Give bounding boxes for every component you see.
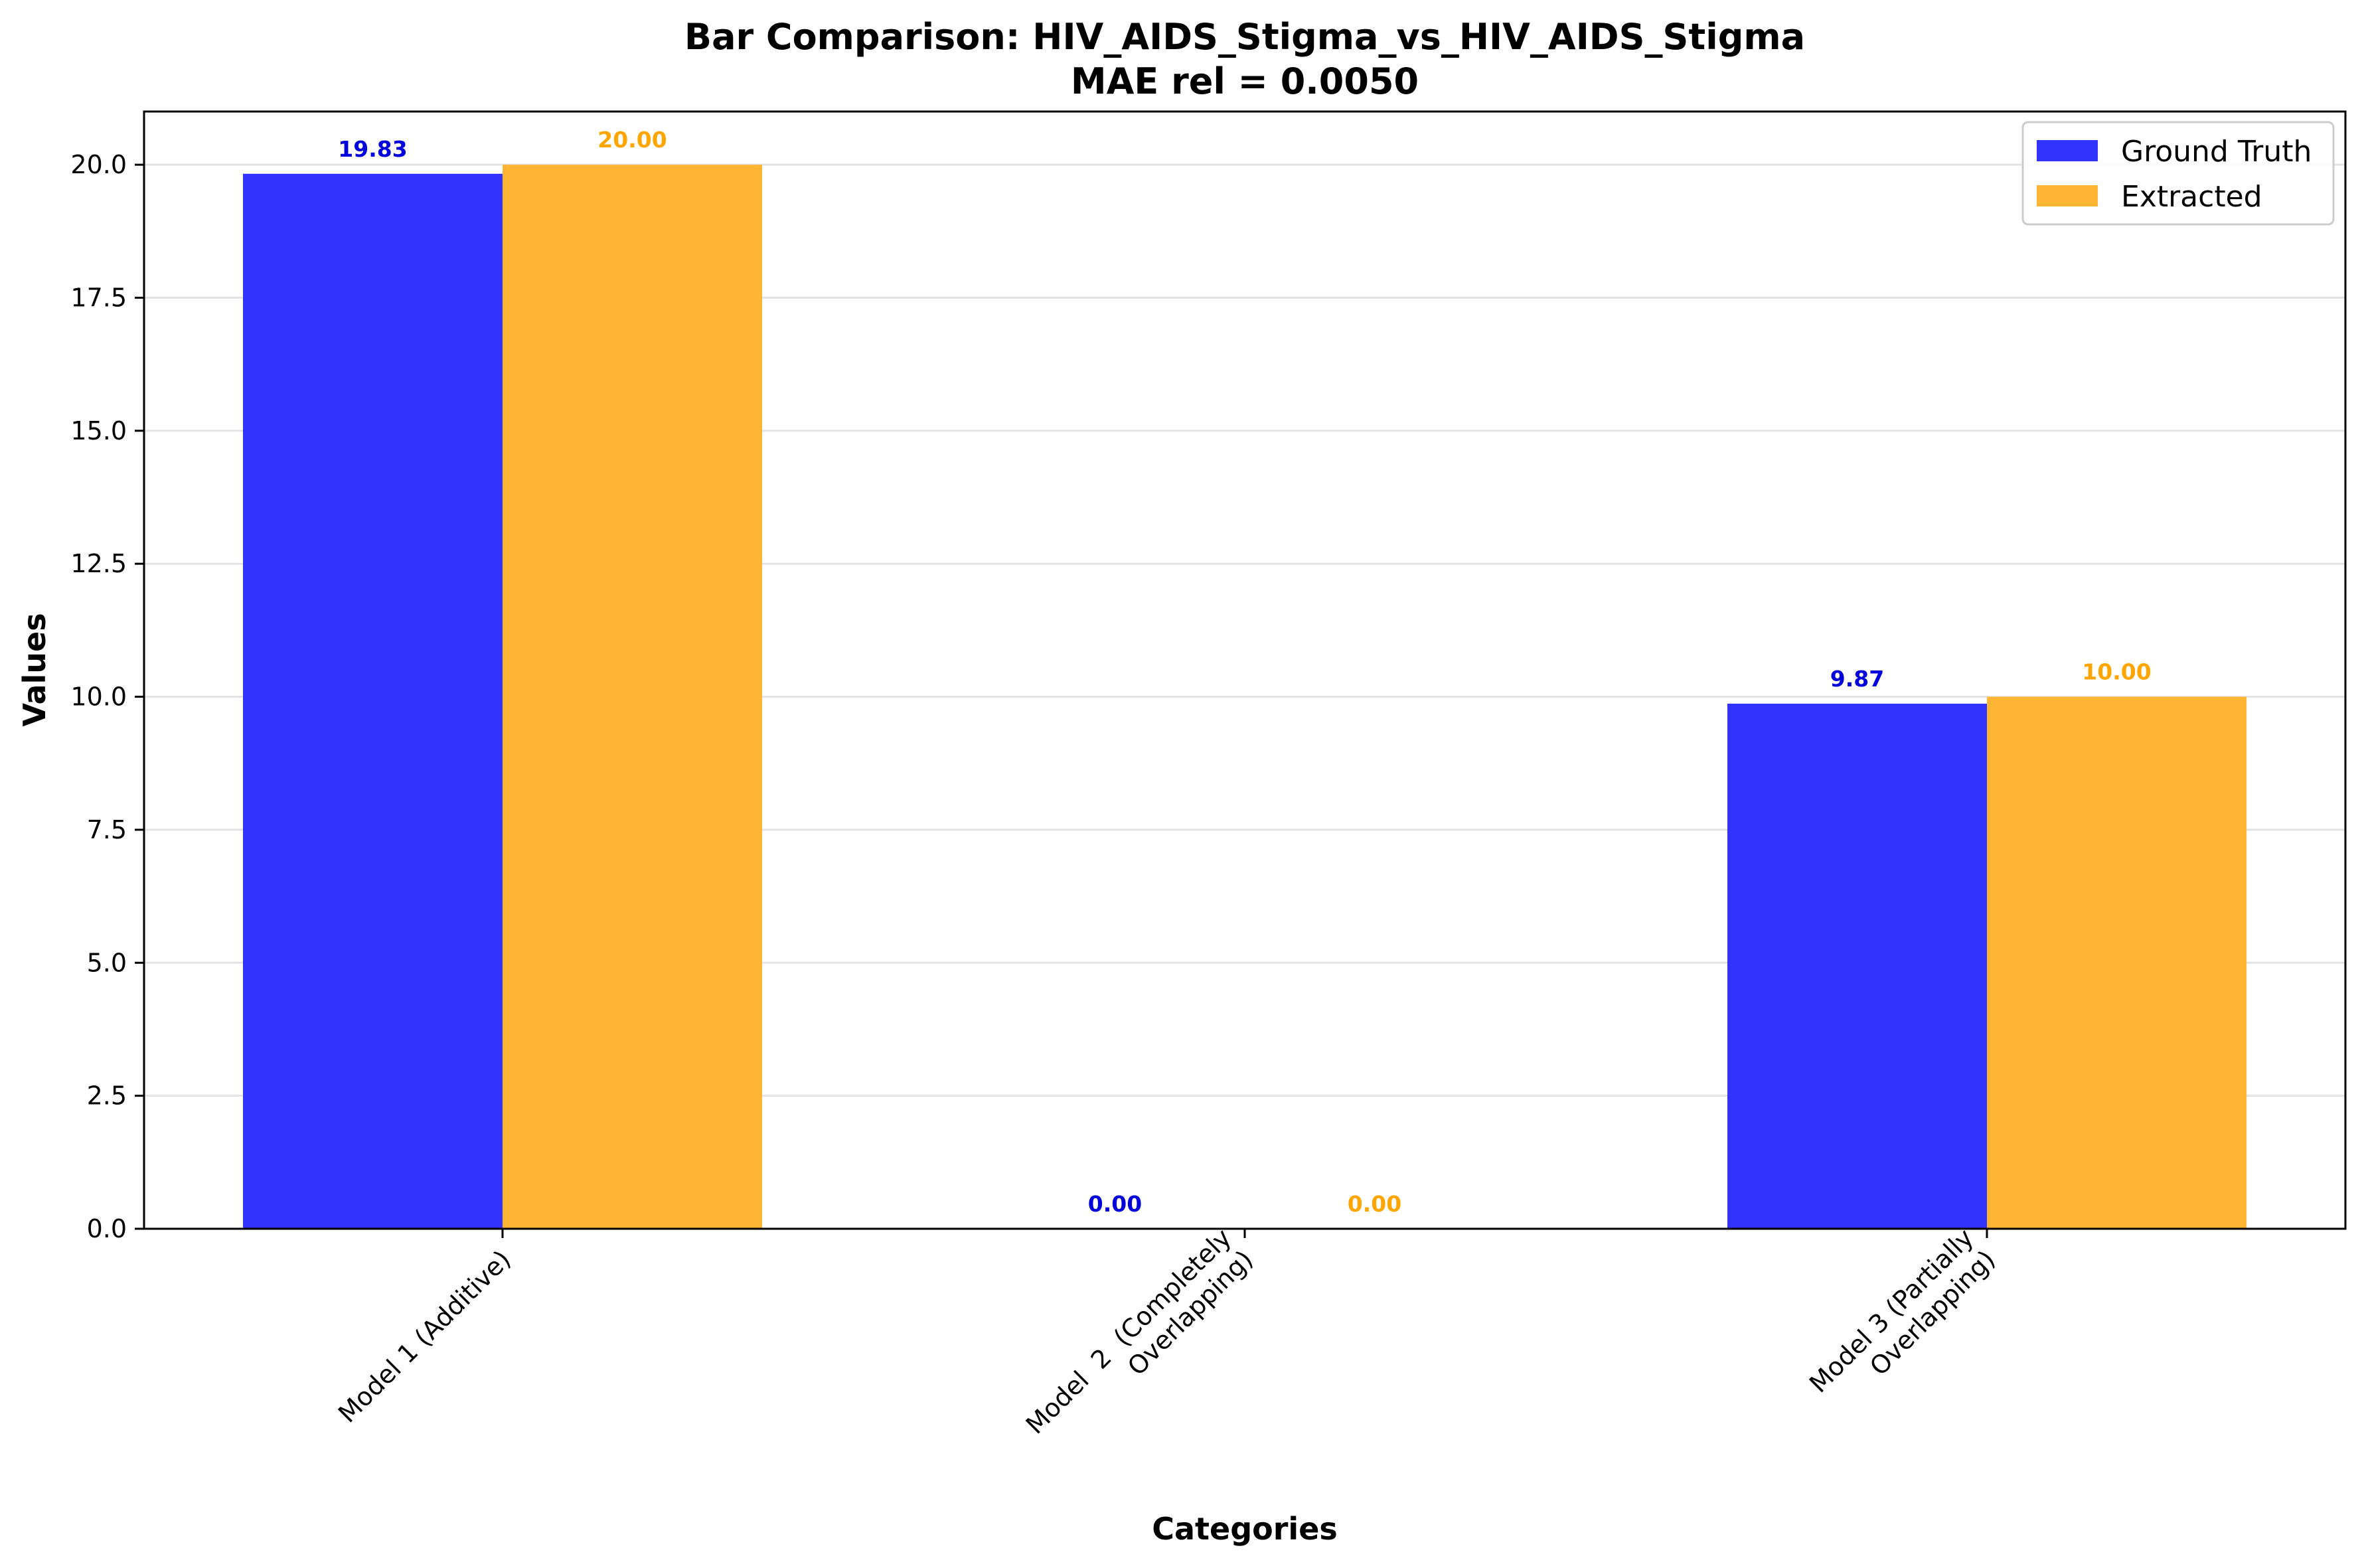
y-tick-label: 20.0 — [70, 150, 127, 179]
y-tick-label: 5.0 — [87, 948, 127, 977]
legend-label-extracted: Extracted — [2121, 180, 2262, 214]
chart-title: Bar Comparison: HIV_AIDS_Stigma_vs_HIV_A… — [684, 16, 1805, 58]
bar-ground-truth — [1727, 703, 1987, 1229]
y-axis: 0.0 2.5 5.0 7.5 10.0 12.5 15.0 17.5 20.0 — [70, 150, 144, 1243]
legend-swatch-extracted — [2037, 185, 2098, 206]
y-tick-label: 2.5 — [87, 1081, 127, 1111]
y-tick-label: 12.5 — [70, 549, 127, 578]
legend-box — [2021, 121, 2335, 226]
y-axis-label: Values — [17, 613, 52, 726]
x-axis-label: Categories — [1152, 1511, 1338, 1547]
legend: Ground Truth Extracted — [2021, 121, 2335, 226]
bar-ground-truth — [243, 173, 503, 1229]
bar-value-labels: 19.83 0.00 9.87 20.00 0.00 10.00 — [338, 127, 2151, 1217]
legend-swatch-ground-truth — [2037, 140, 2098, 161]
y-tick-label: 17.5 — [70, 283, 127, 313]
y-tick-label: 7.5 — [87, 815, 127, 844]
y-tick-label: 10.0 — [70, 682, 127, 712]
legend-label-ground-truth: Ground Truth — [2121, 135, 2312, 169]
bar-value-label: 19.83 — [338, 136, 407, 162]
bar-extracted — [1987, 696, 2247, 1229]
bar-value-label: 0.00 — [1088, 1191, 1142, 1217]
y-tick-label: 15.0 — [70, 416, 127, 445]
bar-value-label: 9.87 — [1830, 666, 1884, 692]
bars — [243, 165, 2247, 1229]
bar-value-label: 0.00 — [1348, 1191, 1401, 1217]
bar-extracted — [503, 165, 762, 1229]
y-tick-label: 0.0 — [87, 1214, 127, 1243]
chart-subtitle: MAE rel = 0.0050 — [1071, 60, 1419, 102]
bar-value-label: 10.00 — [2082, 659, 2151, 685]
bar-value-label: 20.00 — [597, 127, 667, 153]
